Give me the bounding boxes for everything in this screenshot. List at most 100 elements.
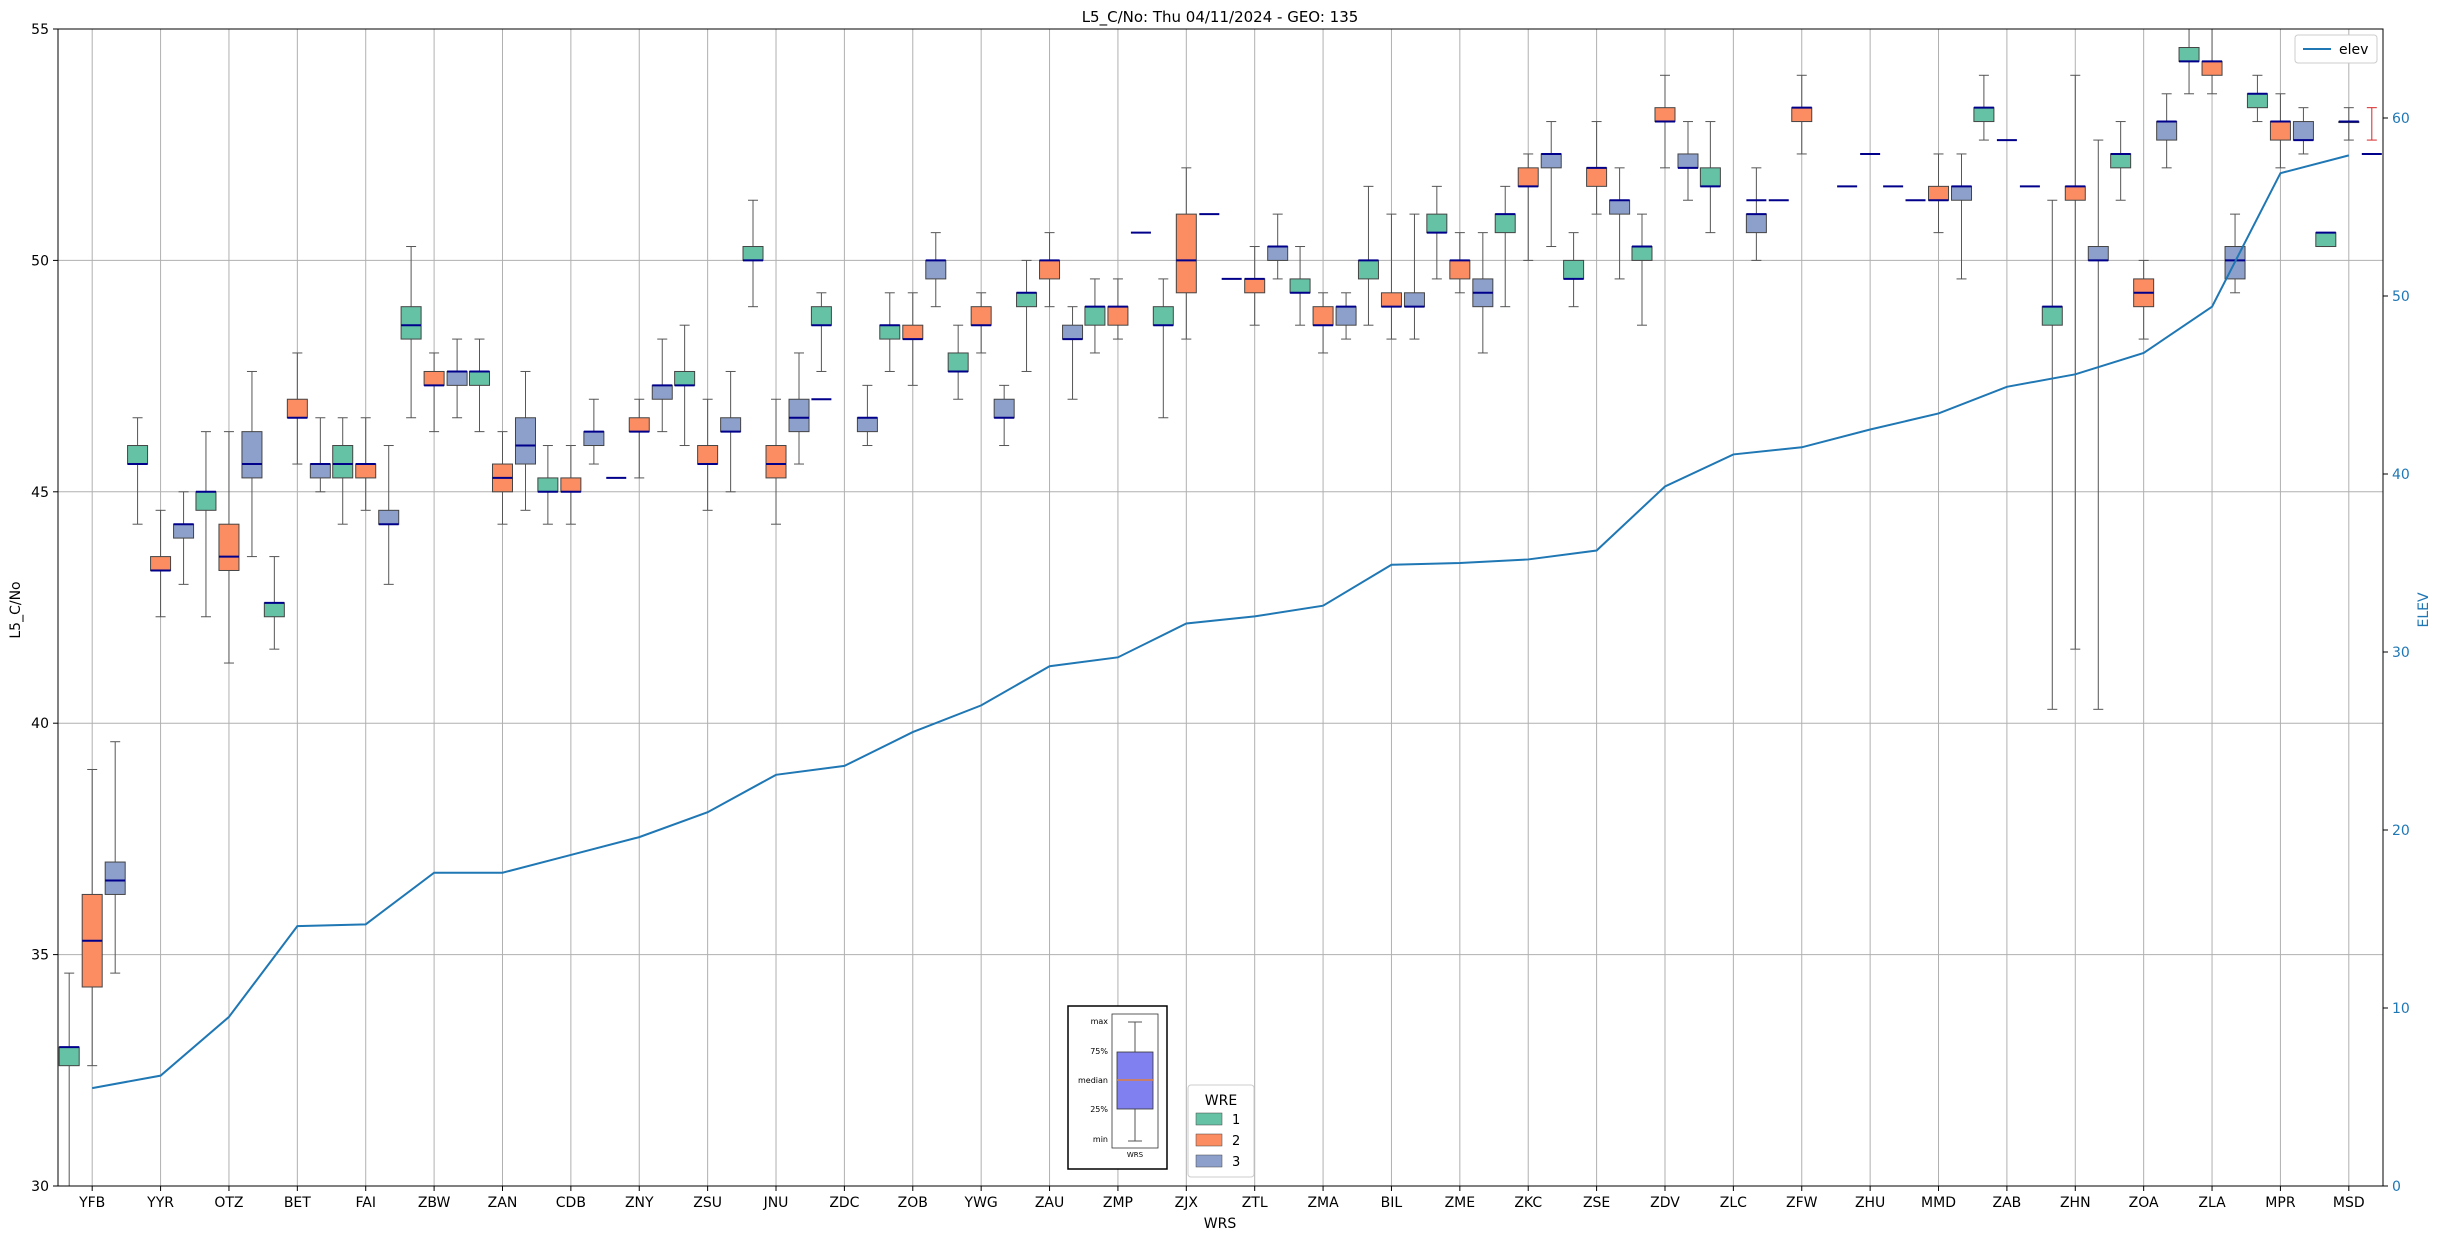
box-plot <box>2338 107 2360 141</box>
y-tick-label: 50 <box>31 253 49 269</box>
x-tick-label: JNU <box>763 1195 789 1211</box>
box-plot <box>947 324 969 400</box>
box <box>1357 259 1379 280</box>
x-tick-label: ZLA <box>2198 1195 2226 1211</box>
box-plot <box>400 246 422 419</box>
box <box>720 417 742 433</box>
box <box>1586 167 1608 187</box>
y-tick-label: 40 <box>31 716 49 732</box>
x-tick-label: ZSE <box>1583 1195 1610 1211</box>
box-plot <box>81 768 103 1067</box>
x-tick-label: ZNY <box>625 1195 654 1211</box>
box <box>1540 153 1562 169</box>
box-plot <box>879 292 901 372</box>
box-plot <box>263 556 285 650</box>
box <box>1563 259 1585 280</box>
x-tick-label: MSD <box>2333 1195 2365 1211</box>
x-tick-label: ZOB <box>898 1195 928 1211</box>
box-plot <box>925 232 947 308</box>
box <box>218 523 240 571</box>
elev-legend: elev <box>2294 34 2378 64</box>
box-plot <box>1654 74 1676 169</box>
y2-tick-label: 30 <box>2392 645 2410 661</box>
box <box>925 259 947 280</box>
box <box>697 445 719 465</box>
box <box>2087 246 2109 261</box>
box <box>947 352 969 372</box>
box-plot <box>241 370 263 558</box>
box-plot <box>127 417 149 525</box>
box-plot <box>1609 167 1631 280</box>
x-tick-label: MMD <box>1921 1195 1956 1211</box>
box <box>1699 167 1721 187</box>
x-tick-label: ZLC <box>1720 1195 1747 1211</box>
box <box>1631 246 1653 261</box>
x-tick-label: YWG <box>964 1195 998 1211</box>
legend-label: 1 <box>1232 1113 1240 1128</box>
box <box>514 417 536 465</box>
box <box>2269 121 2291 141</box>
box-plot <box>1335 292 1357 340</box>
box-plot <box>1084 278 1106 354</box>
box <box>286 398 308 419</box>
box-plot <box>355 417 377 511</box>
x-tick-label: MPR <box>2265 1195 2296 1211</box>
box <box>1973 107 1995 123</box>
legend-title: WRE <box>1205 1093 1237 1109</box>
box-plot <box>2315 231 2337 248</box>
box-plot <box>2087 139 2109 710</box>
box-plot <box>856 384 878 447</box>
box <box>993 398 1015 419</box>
legend-elev-label: elev <box>2339 42 2368 58</box>
y-tick-label: 45 <box>31 485 49 501</box>
x-axis-label: WRS <box>1204 1216 1237 1232</box>
x-tick-label: FAI <box>355 1195 375 1211</box>
box <box>1152 306 1174 326</box>
box-plot <box>1062 306 1084 400</box>
box <box>788 398 810 433</box>
box-plot <box>583 398 605 465</box>
box <box>2178 47 2200 62</box>
box-plot <box>1449 232 1471 294</box>
box <box>127 445 149 465</box>
box <box>2064 185 2086 201</box>
box <box>651 384 673 400</box>
box-plot <box>2110 121 2132 201</box>
box <box>58 1046 80 1067</box>
box-plot <box>491 431 513 525</box>
box <box>1745 213 1767 234</box>
x-tick-label: ZDC <box>829 1195 859 1211</box>
box <box>537 477 559 493</box>
box-plot <box>2269 93 2291 169</box>
box-plot <box>2292 107 2314 155</box>
box-plot <box>2041 199 2063 710</box>
box <box>1267 246 1289 261</box>
legend-frame <box>2294 34 2378 64</box>
box-plot <box>378 445 400 585</box>
box-plot <box>628 398 650 479</box>
box-plot <box>810 292 832 372</box>
box <box>241 431 263 479</box>
x-tick-label: ZHU <box>1855 1195 1885 1211</box>
x-tick-label: ZBW <box>418 1195 451 1211</box>
box-plot <box>902 292 924 386</box>
box-plot <box>1563 232 1585 308</box>
box-plot <box>309 417 331 493</box>
box-plot <box>1175 167 1197 340</box>
box <box>263 602 285 618</box>
y2-tick-label: 60 <box>2392 111 2410 127</box>
box-plot <box>1631 213 1653 326</box>
x-tick-label: CDB <box>556 1195 586 1211</box>
box <box>355 463 377 479</box>
box-plot <box>1928 153 1950 234</box>
box <box>2292 121 2314 141</box>
box <box>810 306 832 326</box>
y2-tick-label: 0 <box>2392 1179 2401 1195</box>
box <box>1289 278 1311 294</box>
inset-caption: WRS <box>1127 1151 1144 1159</box>
wre-legend: WRE 1 2 3 <box>1187 1084 1255 1178</box>
box-plot <box>150 509 172 618</box>
box <box>104 861 126 895</box>
legend-frame <box>1187 1084 1255 1178</box>
